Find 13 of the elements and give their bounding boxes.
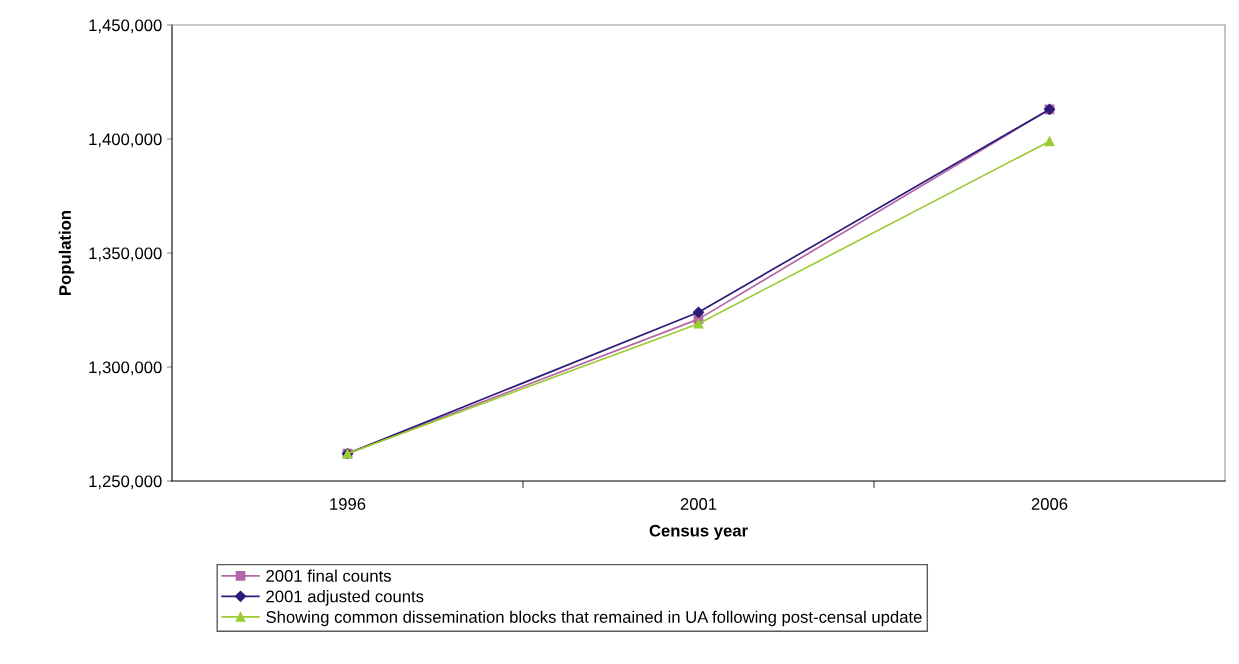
legend-label: 2001 adjusted counts (266, 590, 424, 606)
y-tick-label: 1,400,000 (89, 133, 162, 148)
y-axis-title: Population (58, 210, 75, 295)
y-tick-label: 1,450,000 (89, 19, 162, 34)
legend-label: 2001 final counts (266, 569, 391, 582)
x-tick-label: 2006 (1031, 498, 1068, 510)
y-tick-label: 1,250,000 (89, 475, 162, 490)
x-axis-title: Census year (649, 524, 748, 540)
x-tick-label: 2001 (680, 498, 717, 510)
x-tick-label: 1996 (330, 498, 366, 510)
y-tick-label: 1,300,000 (89, 361, 162, 376)
y-tick-label: 1,350,000 (89, 247, 162, 262)
legend-label: Showing common dissemination blocks that remained in UA following post-censal update (266, 610, 922, 627)
